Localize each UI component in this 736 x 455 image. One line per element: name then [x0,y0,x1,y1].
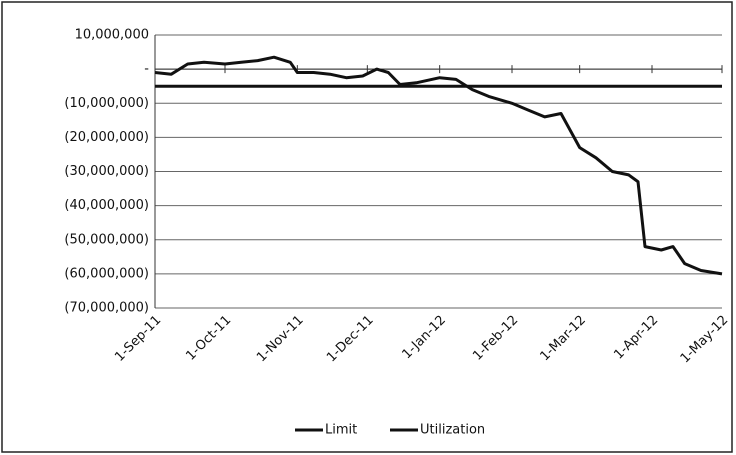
y-tick-label: (30,000,000) [64,164,149,179]
y-tick-label: (60,000,000) [64,266,149,281]
y-tick-label: (10,000,000) [64,96,149,111]
legend-label: Utilization [420,423,485,438]
y-tick-label: (20,000,000) [64,130,149,145]
y-tick-label: (50,000,000) [64,232,149,247]
legend-label: Limit [325,423,357,438]
y-tick-label: - [144,62,149,77]
y-tick-label: (70,000,000) [64,301,149,316]
y-tick-label: 10,000,000 [75,28,149,43]
y-tick-label: (40,000,000) [64,198,149,213]
series-line [154,55,723,276]
